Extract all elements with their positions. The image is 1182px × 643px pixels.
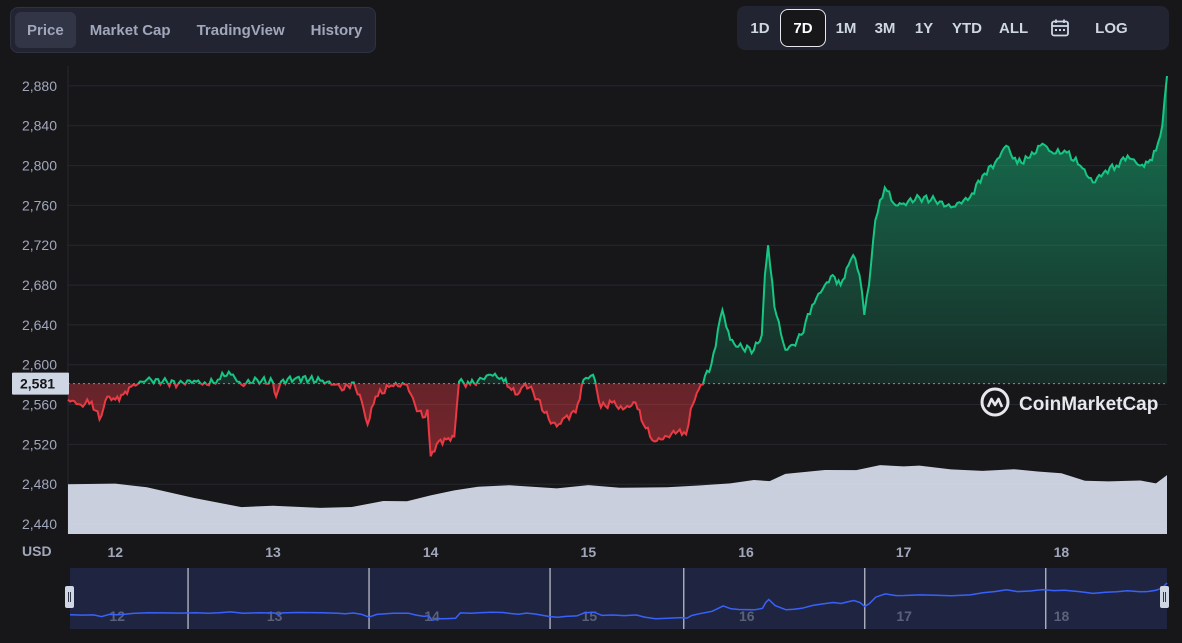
navigator-right-handle-grip[interactable] — [1160, 586, 1169, 608]
coinmarketcap-logo-icon — [980, 387, 1010, 417]
x-tick-label: 17 — [896, 544, 912, 560]
y-tick-label: 2,560 — [22, 397, 57, 413]
navigator-tick-label: 16 — [739, 608, 755, 624]
watermark: CoinMarketCap — [980, 387, 1158, 417]
baseline-label-box — [12, 372, 69, 395]
navigator-tick-label: 13 — [267, 608, 283, 624]
y-tick-label: 2,440 — [22, 516, 57, 532]
x-tick-label: 15 — [581, 544, 597, 560]
y-tick-label: 2,680 — [22, 277, 57, 293]
x-tick-label: 14 — [423, 544, 439, 560]
range-1m-button[interactable]: 1M — [835, 19, 857, 37]
y-tick-label: 2,600 — [22, 357, 57, 373]
x-tick-label: 16 — [738, 544, 754, 560]
price-area-up — [138, 76, 1167, 384]
navigator-right-handle[interactable] — [1160, 586, 1169, 608]
range-3m-button[interactable]: 3M — [874, 19, 896, 37]
range-all-button[interactable]: ALL — [999, 19, 1029, 37]
navigator-tick-label: 15 — [582, 608, 598, 624]
navigator-left-handle-grip[interactable] — [65, 586, 74, 608]
price-area-down — [68, 383, 1167, 457]
watermark-text: CoinMarketCap — [1019, 394, 1158, 415]
price-line-down — [67, 383, 705, 457]
y-tick-label: 2,640 — [22, 317, 57, 333]
x-tick-label: 18 — [1054, 544, 1070, 560]
price-line-up — [132, 75, 1168, 384]
y-tick-label: 2,520 — [22, 436, 57, 452]
range-ytd-button[interactable]: YTD — [952, 19, 982, 37]
navigator-line — [69, 582, 1168, 622]
x-tick-label: 12 — [108, 544, 124, 560]
volume-fill — [68, 465, 1167, 534]
y-tick-label: 2,720 — [22, 237, 57, 253]
y-tick-label: 2,800 — [22, 158, 57, 174]
y-axis: 2,440 2,480 2,520 2,560 2,600 2,640 2,680 2,720… — [22, 78, 57, 559]
baseline-label: 2,581 — [20, 376, 55, 392]
y-tick-label: 2,880 — [22, 78, 57, 94]
calendar-button[interactable] — [1037, 9, 1083, 47]
chart-type-tabs: Price Market Cap TradingView History — [10, 7, 376, 53]
range-1y-button[interactable]: 1Y — [914, 19, 934, 37]
y-tick-label: 2,760 — [22, 197, 57, 213]
price-line — [67, 75, 1168, 457]
log-scale-button[interactable]: LOG — [1095, 19, 1128, 37]
y-tick-label: 2,840 — [22, 118, 57, 134]
range-navigator[interactable]: 12 13 14 15 16 17 18 — [65, 568, 1169, 629]
navigator-background — [70, 568, 1167, 629]
navigator-tick-label: 17 — [896, 608, 912, 624]
price-area-fill — [68, 76, 1167, 457]
tab-tradingview[interactable]: TradingView — [196, 21, 285, 39]
x-axis: 12 13 14 15 16 17 18 — [108, 544, 1070, 560]
tab-price[interactable]: Price — [15, 12, 76, 48]
calendar-icon — [1051, 19, 1070, 37]
navigator-left-handle[interactable] — [65, 586, 74, 608]
volume-area — [68, 465, 1167, 534]
baseline-marker: 2,581 — [12, 372, 1167, 395]
navigator-tick-label: 18 — [1054, 608, 1070, 624]
y-tick-label: 2,480 — [22, 476, 57, 492]
tab-history[interactable]: History — [310, 21, 363, 39]
x-tick-label: 13 — [265, 544, 281, 560]
tab-market-cap[interactable]: Market Cap — [89, 21, 171, 39]
time-range-selector: 1D 7D 1M 3M 1Y YTD ALL LOG — [737, 6, 1169, 50]
range-7d-button[interactable]: 7D — [780, 9, 826, 47]
range-1d-button[interactable]: 1D — [750, 19, 770, 37]
navigator-tick-label: 12 — [109, 608, 125, 624]
y-axis-unit-label: USD — [22, 543, 52, 559]
